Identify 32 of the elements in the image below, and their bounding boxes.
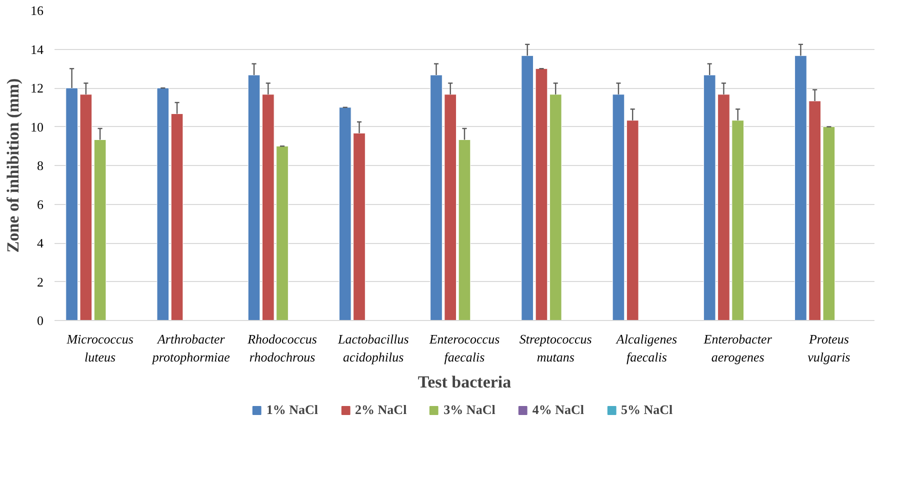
legend-label: 1% NaCl bbox=[266, 402, 318, 418]
bar bbox=[458, 139, 471, 320]
y-tick-label: 8 bbox=[37, 158, 44, 173]
y-tick-label: 14 bbox=[30, 42, 44, 57]
y-tick-label: 4 bbox=[37, 236, 44, 250]
legend-label: 2% NaCl bbox=[355, 402, 407, 418]
x-axis-title: Test bacteria bbox=[418, 372, 512, 392]
bar bbox=[156, 88, 170, 320]
x-tick-label: Lactobacillus acidophilus bbox=[337, 332, 409, 364]
bar bbox=[549, 94, 562, 320]
legend-label: 5% NaCl bbox=[620, 402, 673, 418]
y-tick-label: 2 bbox=[37, 274, 44, 290]
y-tick-label: 6 bbox=[37, 196, 44, 212]
x-tick-label: Alcaligenes faecalis bbox=[615, 332, 678, 364]
y-tick-label: 10 bbox=[30, 119, 44, 134]
y-tick-label: 0 bbox=[37, 313, 44, 328]
y-axis-title: Zone of inhibition (mm) bbox=[4, 78, 22, 253]
bar bbox=[626, 120, 639, 320]
x-tick-label: Arthrobacter protophormiae bbox=[151, 332, 230, 364]
x-tick-label: Enterobacter aerogenes bbox=[702, 332, 773, 364]
bar bbox=[170, 114, 184, 320]
x-tick-label: Micrococcus luteus bbox=[66, 332, 134, 364]
x-tick-label: Rhodococcus rhodochrous bbox=[246, 332, 317, 364]
y-tick-label: 16 bbox=[30, 3, 44, 18]
legend-label: 3% NaCl bbox=[444, 402, 496, 418]
x-tick-label: Enterococcus faecalis bbox=[428, 332, 500, 364]
bar bbox=[612, 94, 625, 320]
bar bbox=[94, 139, 106, 320]
x-tick-label: Streptococcus mutans bbox=[519, 332, 592, 364]
legend-label: 4% NaCl bbox=[532, 402, 584, 418]
x-tick-label: Proteus vulgaris bbox=[808, 332, 850, 364]
y-tick-label: 12 bbox=[30, 80, 44, 96]
